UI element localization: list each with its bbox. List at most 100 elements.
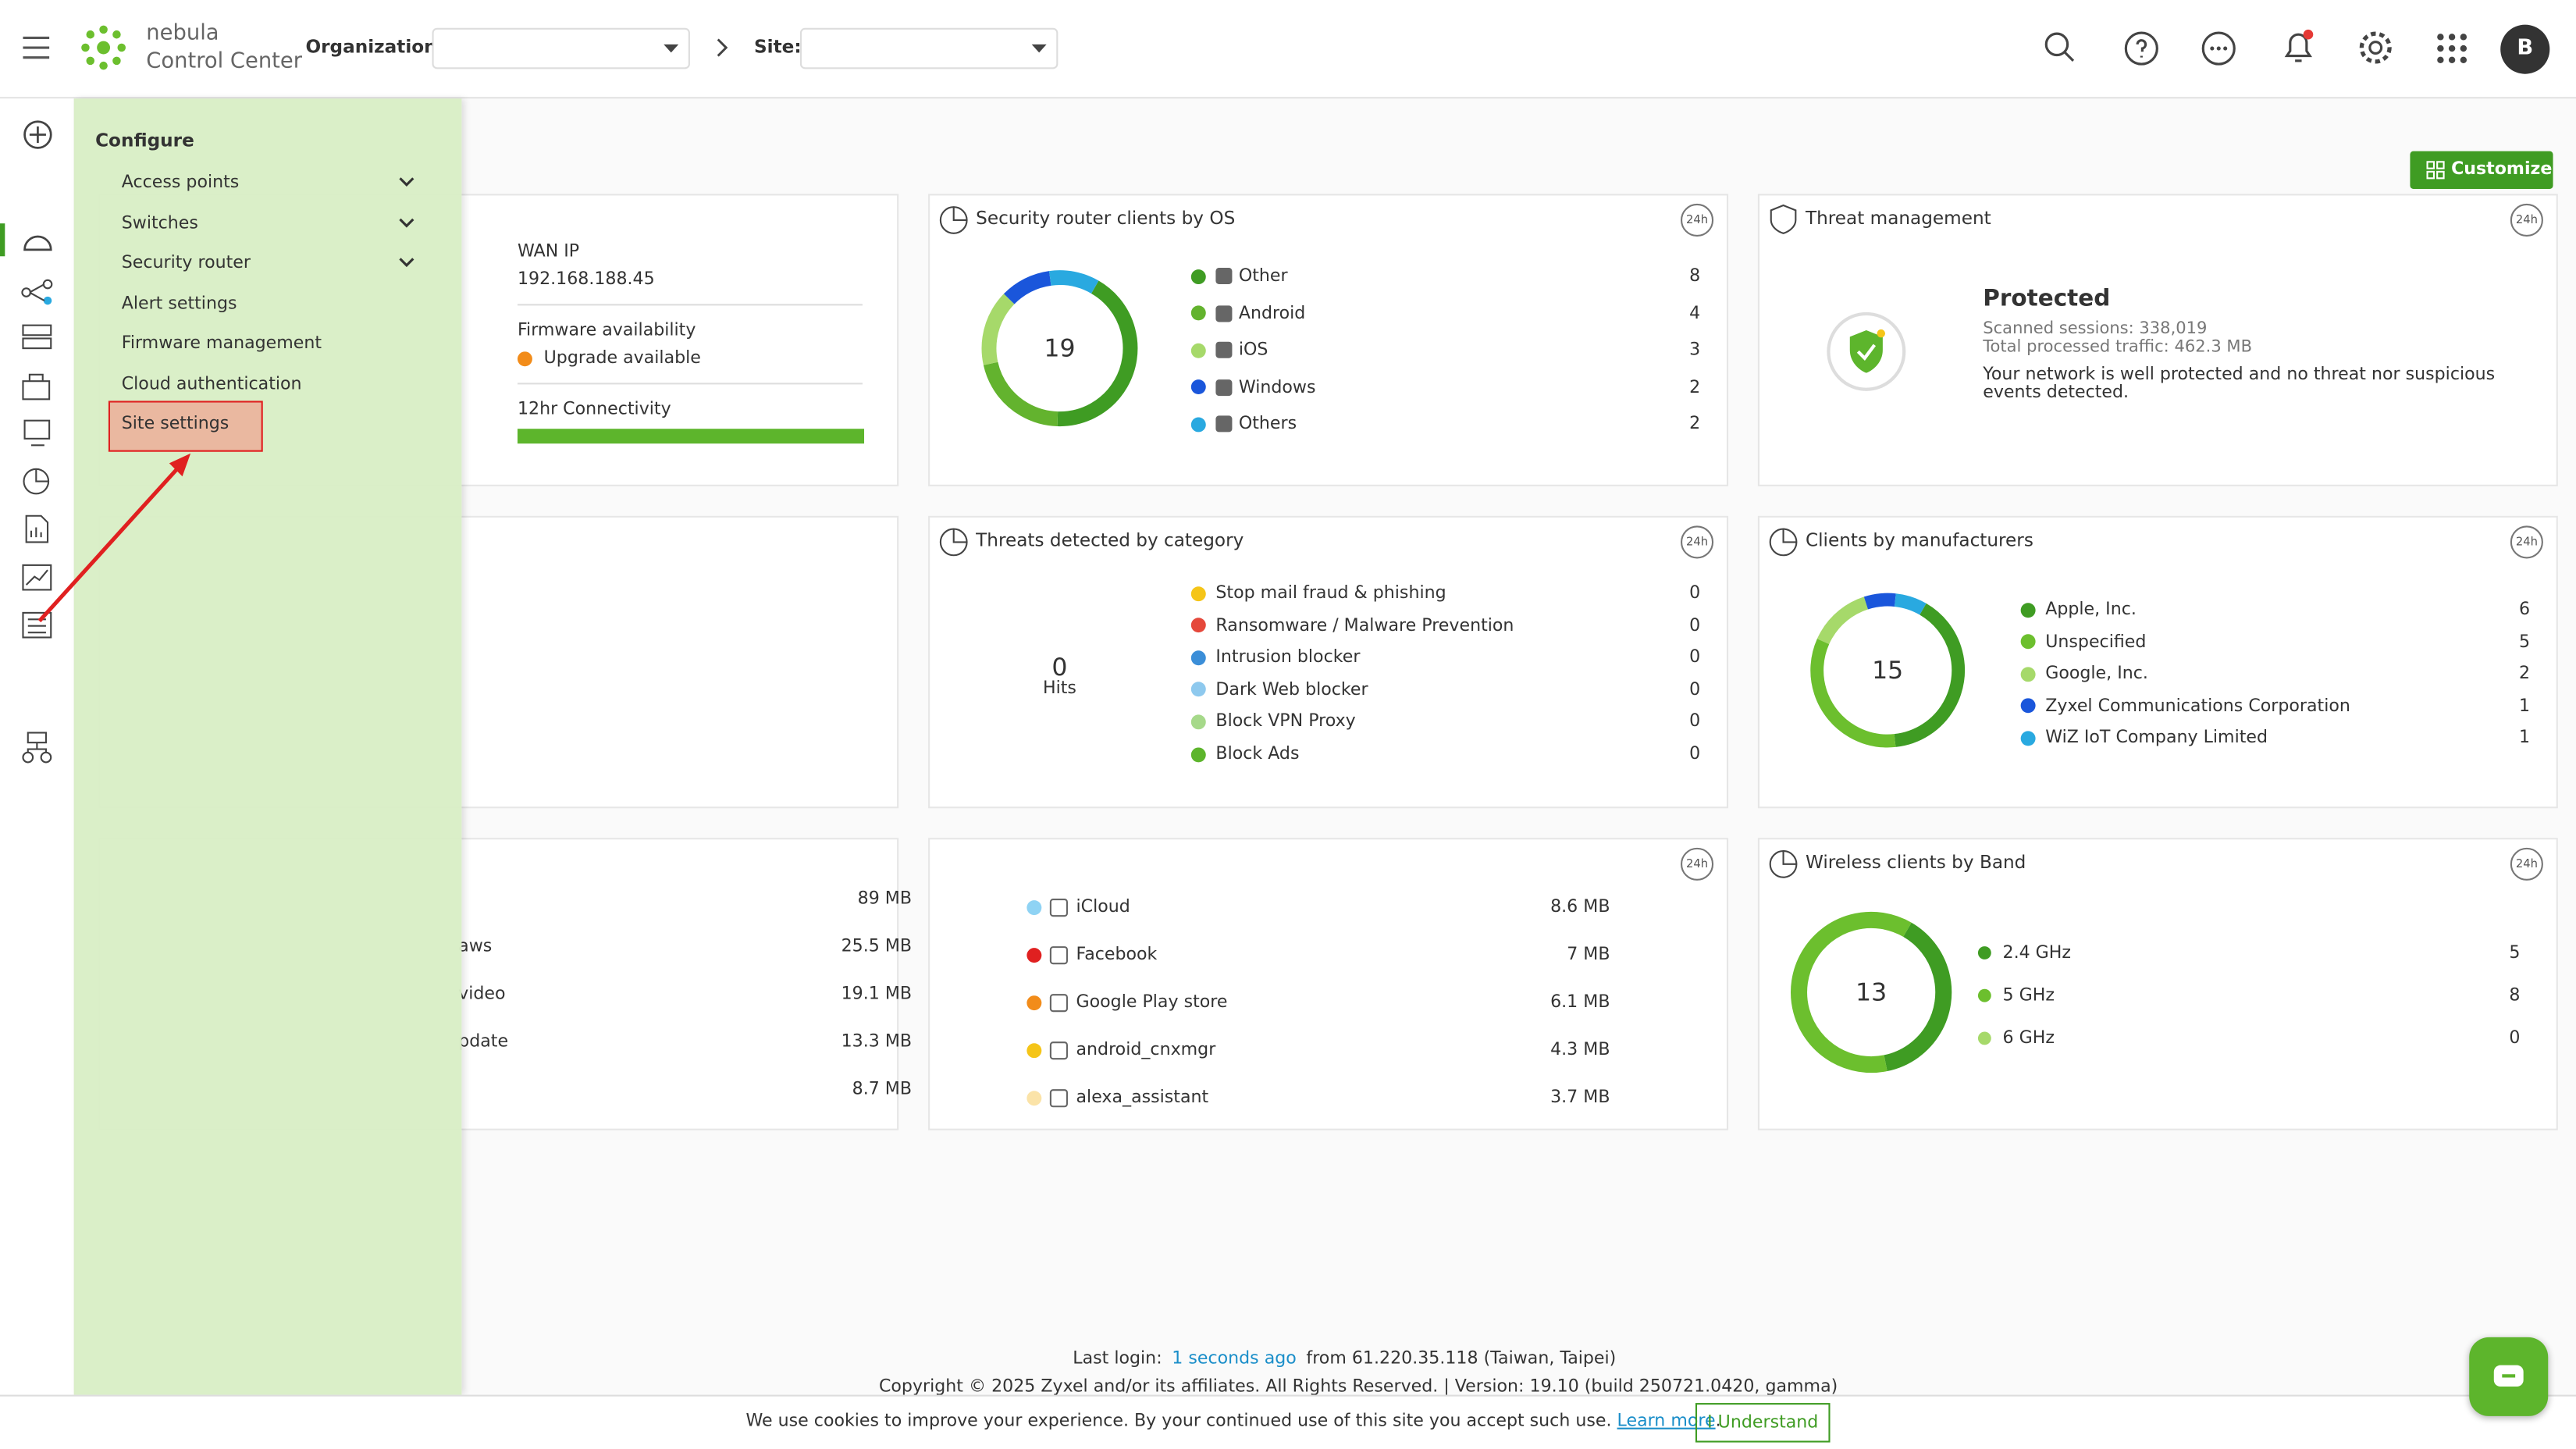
os-icon bbox=[1215, 268, 1233, 285]
apps-icon[interactable] bbox=[2436, 33, 2467, 64]
app-name: pdate bbox=[458, 1031, 509, 1052]
link[interactable]: 1 seconds ago bbox=[1172, 1348, 1297, 1369]
text: We use cookies to improve your experienc… bbox=[745, 1411, 1612, 1431]
legend-value: 5 bbox=[2519, 632, 2531, 652]
accept-button[interactable]: I Understand bbox=[1695, 1403, 1831, 1443]
legend-label: Stop mail fraud & phishing bbox=[1215, 583, 1446, 603]
rail-icon[interactable] bbox=[21, 372, 54, 401]
value: 192.168.188.45 bbox=[517, 269, 655, 290]
app-value: 7 MB bbox=[1567, 944, 1610, 965]
os-icon bbox=[1215, 415, 1233, 433]
rail-icon[interactable] bbox=[21, 419, 54, 449]
rail-icon[interactable] bbox=[21, 226, 54, 253]
legend-label: Apple, Inc. bbox=[2045, 600, 2137, 620]
app-value: 8.6 MB bbox=[1550, 896, 1610, 917]
text: . bbox=[1715, 1411, 1721, 1431]
card-icon bbox=[1769, 528, 1798, 557]
menu-item[interactable]: Switches bbox=[121, 212, 198, 233]
donut-total: 19 bbox=[1044, 333, 1076, 364]
menu-item[interactable]: Cloud authentication bbox=[121, 373, 302, 393]
notification-icon[interactable] bbox=[2282, 28, 2318, 66]
site-select[interactable] bbox=[799, 27, 1059, 69]
text: Total processed traffic: 462.3 MB bbox=[1983, 338, 2253, 357]
rail-icon[interactable] bbox=[21, 731, 54, 764]
settings-icon[interactable] bbox=[2357, 30, 2393, 66]
rail-icon[interactable] bbox=[21, 514, 54, 544]
legend-value: 8 bbox=[2509, 985, 2521, 1006]
legend-dot bbox=[1190, 305, 1206, 321]
hamburger[interactable] bbox=[23, 34, 52, 61]
card: Threats detected by category 24h 0 Hits Stop… bbox=[928, 515, 1729, 809]
chat-button[interactable] bbox=[2469, 1337, 2549, 1416]
customize-button[interactable]: Customize bbox=[2410, 151, 2553, 189]
legend-label: Windows bbox=[1238, 376, 1316, 397]
connectivity-bar bbox=[517, 429, 865, 444]
icon-rail bbox=[0, 98, 76, 1395]
legend-dot bbox=[1977, 946, 1991, 959]
legend-dot bbox=[1977, 1031, 1991, 1045]
legend-value: 1 bbox=[2519, 728, 2531, 749]
rail-icon[interactable] bbox=[21, 611, 54, 641]
rail-icon[interactable] bbox=[21, 564, 54, 593]
card: Security router clients by OS 24h 19 Other 8… bbox=[928, 194, 1729, 486]
app-name: video bbox=[458, 984, 506, 1004]
time-badge: 24h bbox=[2510, 525, 2543, 559]
text: Your network is well protected and no th… bbox=[1983, 365, 2496, 403]
rail-icon[interactable] bbox=[21, 279, 54, 306]
app-value: 4.3 MB bbox=[1550, 1040, 1610, 1060]
legend-label: Ransomware / Malware Prevention bbox=[1215, 615, 1514, 635]
legend-dot bbox=[2020, 602, 2036, 618]
card-title: Clients by manufacturers bbox=[1805, 529, 2033, 551]
legend-value: 2 bbox=[1689, 414, 1701, 434]
card-title: Wireless clients by Band bbox=[1805, 852, 2026, 874]
label: Firmware availability bbox=[517, 320, 696, 340]
legend-dot bbox=[1977, 988, 1991, 1002]
text: Scanned sessions: 338,019 bbox=[1983, 320, 2208, 339]
more-icon[interactable] bbox=[2201, 31, 2236, 66]
menu-item[interactable]: Firmware management bbox=[121, 333, 322, 354]
learn-more-link[interactable]: Learn more bbox=[1617, 1411, 1716, 1431]
menu-item[interactable]: Access points bbox=[121, 172, 240, 193]
side-menu: Configure Access points Switches Security … bbox=[73, 98, 462, 1395]
rail-icon[interactable] bbox=[21, 467, 54, 497]
card-icon bbox=[939, 206, 968, 234]
button-label: Customize bbox=[2451, 159, 2553, 180]
app-dot bbox=[1026, 1042, 1042, 1058]
legend-value: 0 bbox=[1689, 711, 1701, 732]
rail-icon[interactable] bbox=[21, 119, 54, 151]
chevron bbox=[399, 258, 415, 268]
legend-value: 1 bbox=[2519, 696, 2531, 717]
time-badge: 24h bbox=[1681, 203, 1714, 237]
legend-dot bbox=[1190, 650, 1206, 665]
help-icon[interactable] bbox=[2124, 31, 2158, 66]
hits-unit: Hits bbox=[1042, 678, 1076, 699]
legend-label: Block VPN Proxy bbox=[1215, 711, 1356, 732]
donut bbox=[1810, 593, 1966, 748]
divider bbox=[517, 304, 863, 306]
icon-shape bbox=[1782, 851, 1797, 865]
legend-dot bbox=[1190, 379, 1206, 395]
legend-label: Google, Inc. bbox=[2045, 664, 2148, 684]
legend-label: Block Ads bbox=[1215, 744, 1300, 764]
hits-total: 0 bbox=[1051, 652, 1068, 682]
rail-icon[interactable] bbox=[21, 324, 54, 351]
org-select[interactable] bbox=[432, 27, 690, 69]
menu-item[interactable]: Security router bbox=[121, 253, 251, 273]
menu-item[interactable]: Alert settings bbox=[121, 293, 237, 313]
legend-label: Intrusion blocker bbox=[1215, 647, 1361, 668]
logo bbox=[81, 25, 126, 70]
legend-dot bbox=[2020, 698, 2036, 714]
legend-dot bbox=[2020, 634, 2036, 650]
time-badge: 24h bbox=[1681, 525, 1714, 559]
legend-label: Zyxel Communications Corporation bbox=[2045, 696, 2350, 717]
legend-value: 0 bbox=[2509, 1028, 2521, 1048]
legend-label: Other bbox=[1238, 265, 1288, 287]
search-icon[interactable] bbox=[2044, 31, 2076, 64]
legend-label: 2.4 GHz bbox=[2002, 942, 2072, 963]
legend-dot bbox=[1190, 342, 1206, 358]
app-dot bbox=[1026, 1090, 1042, 1105]
status: Protected bbox=[1983, 286, 2111, 312]
avatar[interactable]: B bbox=[2500, 24, 2550, 74]
menu-item[interactable]: Site settings bbox=[121, 414, 229, 434]
